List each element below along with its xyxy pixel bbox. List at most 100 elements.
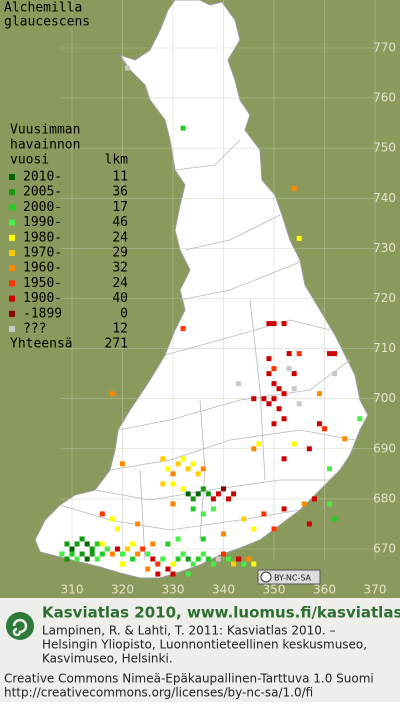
record-square (114, 526, 120, 532)
legend-count: 12 (112, 322, 128, 337)
record-square (109, 551, 115, 557)
legend-swatch (9, 219, 15, 226)
record-square (200, 466, 206, 472)
logo-circle (6, 612, 34, 640)
record-square (190, 561, 196, 567)
record-square (84, 556, 90, 562)
record-square (342, 436, 348, 442)
record-square (266, 371, 272, 377)
record-square (185, 571, 191, 577)
record-square (306, 521, 312, 527)
legend-swatch (9, 295, 15, 302)
record-square (145, 566, 151, 572)
record-square (74, 541, 80, 547)
legend-total: 271 (105, 337, 128, 352)
record-square (170, 471, 176, 477)
record-square (251, 561, 257, 567)
license-line: Creative Commons Nimeä-Epäkaupallinen-Ta… (4, 672, 374, 686)
record-square (145, 551, 151, 557)
record-square (261, 396, 267, 402)
record-square (296, 235, 302, 241)
record-square (291, 441, 297, 447)
record-square (266, 401, 272, 407)
record-square (215, 556, 221, 562)
record-square (150, 556, 156, 562)
x-axis-label: 320 (111, 583, 134, 597)
legend-swatch (9, 189, 15, 196)
record-square (316, 421, 322, 427)
record-square (99, 551, 105, 557)
record-square (59, 551, 65, 557)
legend-label: 2010- (23, 170, 62, 185)
record-square (200, 536, 206, 542)
record-square (114, 546, 120, 552)
record-square (120, 551, 125, 557)
record-square (221, 551, 226, 557)
record-square (109, 516, 115, 522)
footer-background (0, 598, 400, 702)
record-square (104, 546, 110, 552)
y-axis-label: 680 (373, 491, 396, 505)
record-square (84, 541, 90, 547)
record-square (215, 491, 221, 497)
record-square (271, 381, 277, 387)
record-square (170, 501, 176, 507)
record-square (180, 326, 186, 332)
badge-icon (260, 571, 272, 583)
title-species: glaucescens (4, 15, 90, 30)
record-square (221, 531, 226, 537)
y-axis-label: 750 (373, 141, 396, 155)
record-square (79, 536, 85, 542)
record-square (271, 321, 277, 327)
record-square (64, 556, 70, 562)
record-square (160, 481, 166, 487)
record-square (94, 541, 100, 547)
record-square (231, 491, 237, 497)
legend-header: havainnon (10, 138, 80, 153)
record-square (271, 421, 277, 427)
legend-swatch (9, 250, 15, 256)
record-square (120, 561, 125, 567)
record-square (109, 391, 115, 397)
record-square (241, 561, 247, 567)
record-square (276, 406, 282, 412)
y-axis-label: 700 (373, 391, 396, 405)
record-square (221, 486, 226, 492)
record-square (69, 551, 75, 557)
record-square (185, 491, 191, 497)
y-axis-label: 690 (373, 441, 396, 455)
record-square (301, 501, 307, 507)
x-axis-label: 330 (162, 583, 185, 597)
logo-spiral (12, 618, 28, 637)
legend-swatch (9, 234, 15, 241)
record-square (210, 496, 216, 502)
logo (6, 612, 34, 640)
record-square (180, 125, 186, 131)
record-square (94, 556, 100, 562)
record-square (276, 386, 282, 392)
y-axis-label: 760 (373, 91, 396, 105)
record-square (175, 536, 181, 542)
record-square (251, 446, 257, 452)
record-square (281, 456, 287, 462)
license-url: http://creativecommons.org/licenses/by-n… (4, 686, 313, 700)
citation-line: Kasvimuseo, Helsinki. (42, 652, 173, 666)
record-square (160, 556, 166, 562)
record-square (165, 541, 171, 547)
record-square (135, 551, 141, 557)
record-square (180, 551, 186, 557)
record-square (251, 526, 257, 532)
x-axis-label: 310 (61, 583, 84, 597)
record-square (135, 521, 141, 527)
legend-label: 1980- (23, 230, 62, 245)
legend-count: 24 (112, 230, 128, 245)
record-square (286, 351, 292, 357)
record-square (231, 561, 237, 567)
record-square (251, 396, 257, 402)
record-square (281, 321, 287, 327)
record-square (120, 461, 125, 467)
x-axis-label: 370 (364, 583, 387, 597)
legend-label: 1900- (23, 291, 62, 306)
